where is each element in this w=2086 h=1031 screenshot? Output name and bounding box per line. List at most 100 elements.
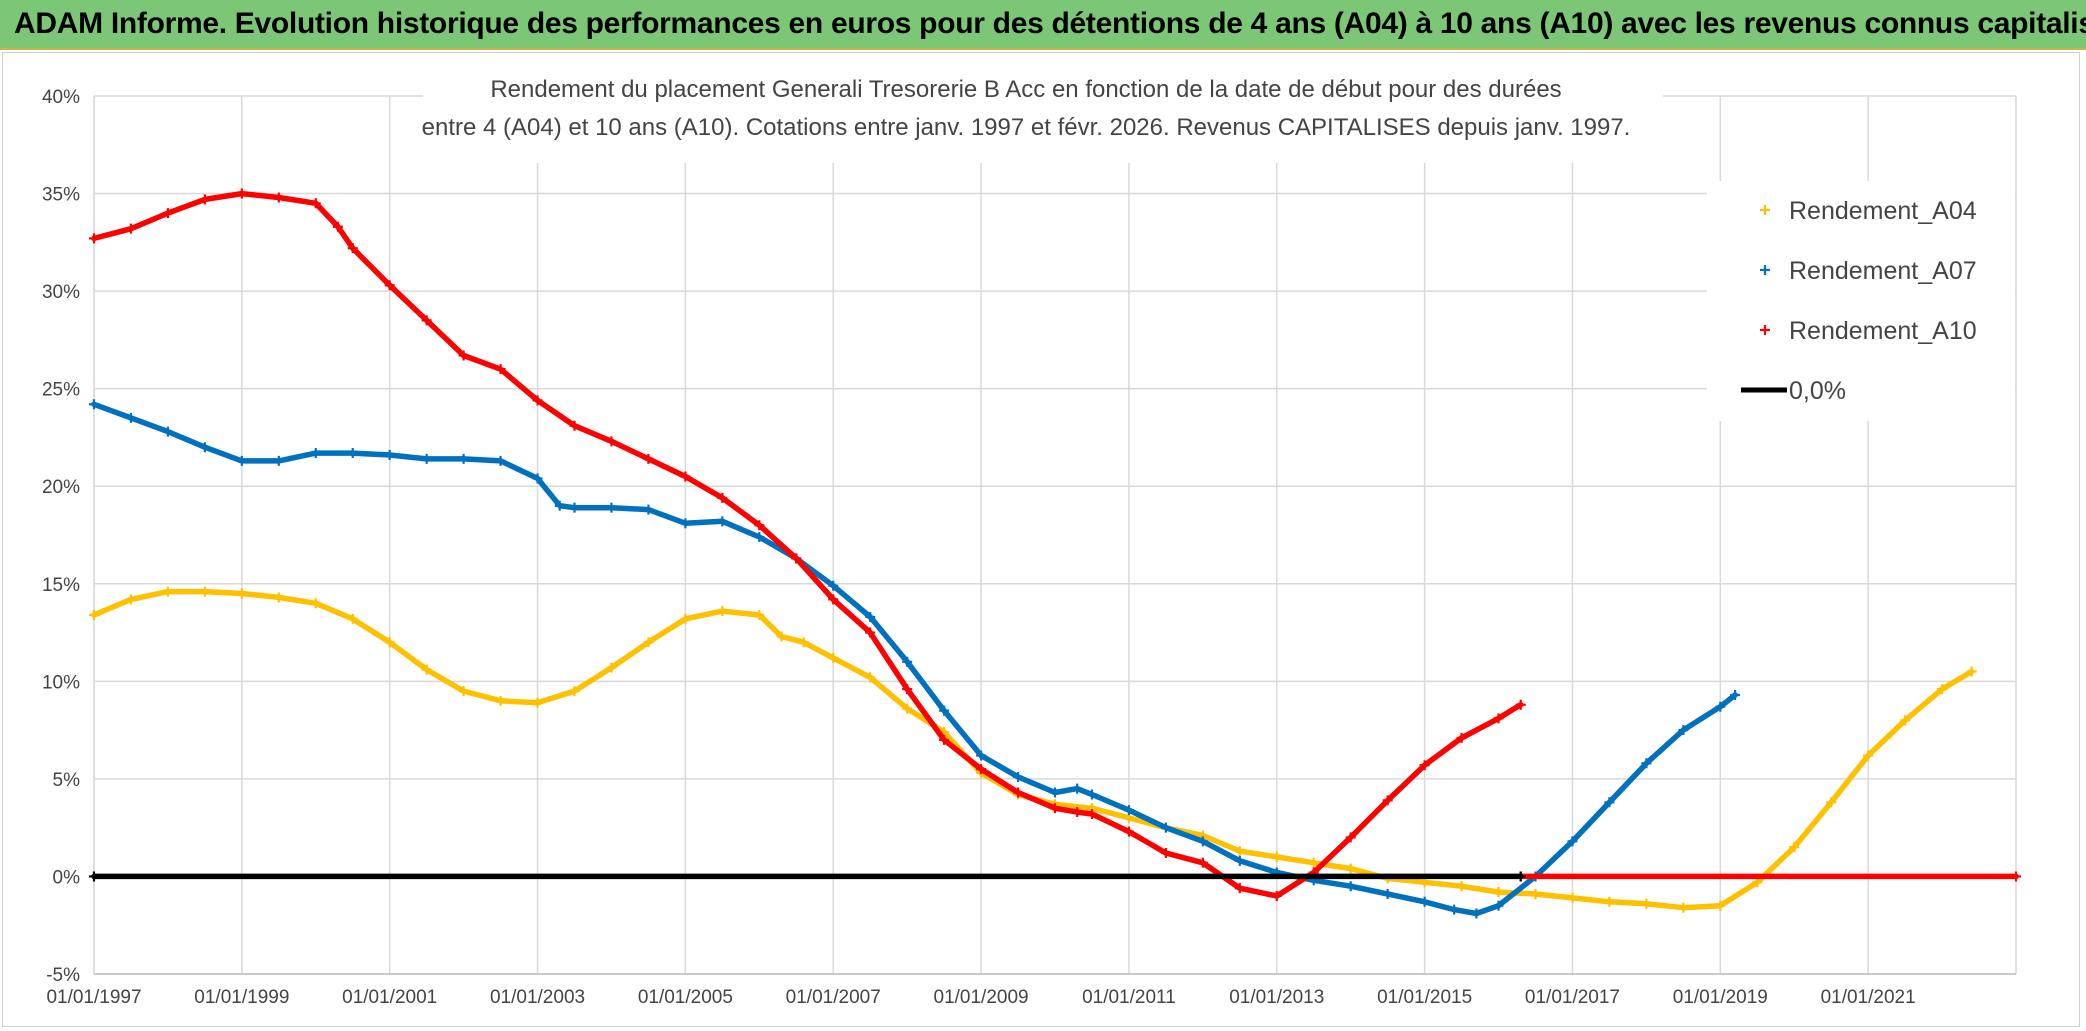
data-point	[1160, 848, 1171, 859]
data-point	[1863, 750, 1874, 761]
data-point	[384, 280, 395, 291]
legend-label: Rendement_A10	[1789, 317, 1977, 345]
x-tick-label: 01/01/2003	[490, 987, 585, 1008]
data-point	[1382, 795, 1393, 806]
data-point	[125, 412, 136, 423]
series-0-0-	[89, 871, 1526, 882]
data-point	[902, 656, 913, 667]
data-point	[1123, 826, 1134, 837]
data-point	[569, 686, 580, 697]
data-point	[236, 188, 247, 199]
data-point	[310, 448, 321, 459]
data-point	[1308, 857, 1319, 868]
data-point	[310, 598, 321, 609]
x-tick-label: 01/01/2021	[1821, 987, 1916, 1008]
data-point	[717, 492, 728, 503]
data-point	[1493, 713, 1504, 724]
data-point	[162, 208, 173, 219]
data-point	[680, 471, 691, 482]
data-point	[89, 871, 99, 882]
data-point	[606, 502, 617, 513]
chart-frame: -5% 0% 5% 10% 15% 20% 25% 30% 35% 40% 01/01/1997 01…	[2, 52, 2080, 1027]
data-point	[939, 705, 950, 716]
data-point	[606, 662, 617, 673]
data-point	[421, 453, 432, 464]
data-point	[643, 637, 654, 648]
legend-label: 0,0%	[1789, 377, 1846, 405]
data-point	[1900, 715, 1911, 726]
data-point	[2011, 871, 2021, 882]
data-point	[976, 750, 987, 761]
data-point	[1419, 760, 1430, 771]
data-point	[754, 609, 765, 620]
data-point	[680, 518, 691, 529]
data-point	[1345, 863, 1356, 874]
data-point	[1013, 771, 1024, 782]
y-tick-label: 5%	[53, 770, 81, 791]
data-point	[680, 613, 691, 624]
y-tick-label: 30%	[42, 282, 80, 303]
data-point	[89, 609, 99, 620]
data-point	[902, 703, 913, 714]
series-rendement-a10	[89, 188, 1526, 901]
data-point	[1123, 805, 1134, 816]
data-point	[532, 395, 543, 406]
series-line	[91, 190, 1524, 899]
data-point	[1345, 881, 1356, 892]
data-point	[1493, 900, 1504, 911]
data-point	[865, 611, 876, 622]
data-point	[643, 453, 654, 464]
chart-title-line: Rendement du placement Generali Tresorer…	[490, 76, 1561, 103]
title-background	[423, 63, 1663, 163]
x-tick-label: 01/01/2001	[342, 987, 437, 1008]
data-point	[384, 450, 395, 461]
data-point	[1493, 887, 1504, 898]
legend: Rendement_A04 Rendement_A07 Rendement_A10 0…	[1707, 181, 2015, 421]
data-point	[1345, 832, 1356, 843]
y-tick-label: 15%	[42, 575, 80, 596]
data-point	[828, 594, 839, 605]
data-point	[1678, 725, 1689, 736]
data-point	[89, 399, 99, 410]
data-point	[1234, 883, 1245, 894]
series-rendement-a04	[89, 586, 1977, 913]
data-point	[717, 606, 728, 617]
data-point	[606, 436, 617, 447]
data-point	[1197, 857, 1208, 868]
data-point	[1730, 689, 1741, 700]
data-point	[791, 553, 802, 564]
data-point	[273, 455, 284, 466]
y-tick-label: 35%	[42, 185, 80, 206]
data-point	[1419, 896, 1430, 907]
data-point	[1013, 787, 1024, 798]
x-tick-label: 01/01/2005	[638, 987, 733, 1008]
data-point	[569, 420, 580, 431]
x-tick-label: 01/01/2015	[1377, 987, 1472, 1008]
report-banner: ADAM Informe. Evolution historique des p…	[0, 0, 2086, 50]
x-tick-label: 01/01/2019	[1673, 987, 1768, 1008]
data-point	[1604, 797, 1615, 808]
x-tick-label: 01/01/1997	[46, 987, 141, 1008]
data-point	[1072, 807, 1083, 818]
data-point	[495, 455, 506, 466]
data-point	[162, 426, 173, 437]
data-point	[1641, 898, 1652, 909]
legend-swatch-marker	[1760, 265, 1770, 275]
data-point	[554, 500, 565, 511]
data-point	[828, 652, 839, 663]
data-point	[1456, 881, 1467, 892]
data-point	[347, 243, 358, 254]
data-point	[495, 364, 506, 375]
data-point	[754, 520, 765, 531]
legend-label: Rendement_A07	[1789, 257, 1977, 285]
data-point	[273, 592, 284, 603]
data-point	[1234, 846, 1245, 857]
data-point	[1826, 797, 1837, 808]
data-point	[717, 516, 728, 527]
data-point	[1789, 842, 1800, 853]
data-point	[458, 686, 469, 697]
data-point	[332, 221, 343, 232]
series-rendement-a07	[89, 399, 1741, 919]
y-tick-label: 25%	[42, 380, 80, 401]
data-point	[273, 192, 284, 203]
